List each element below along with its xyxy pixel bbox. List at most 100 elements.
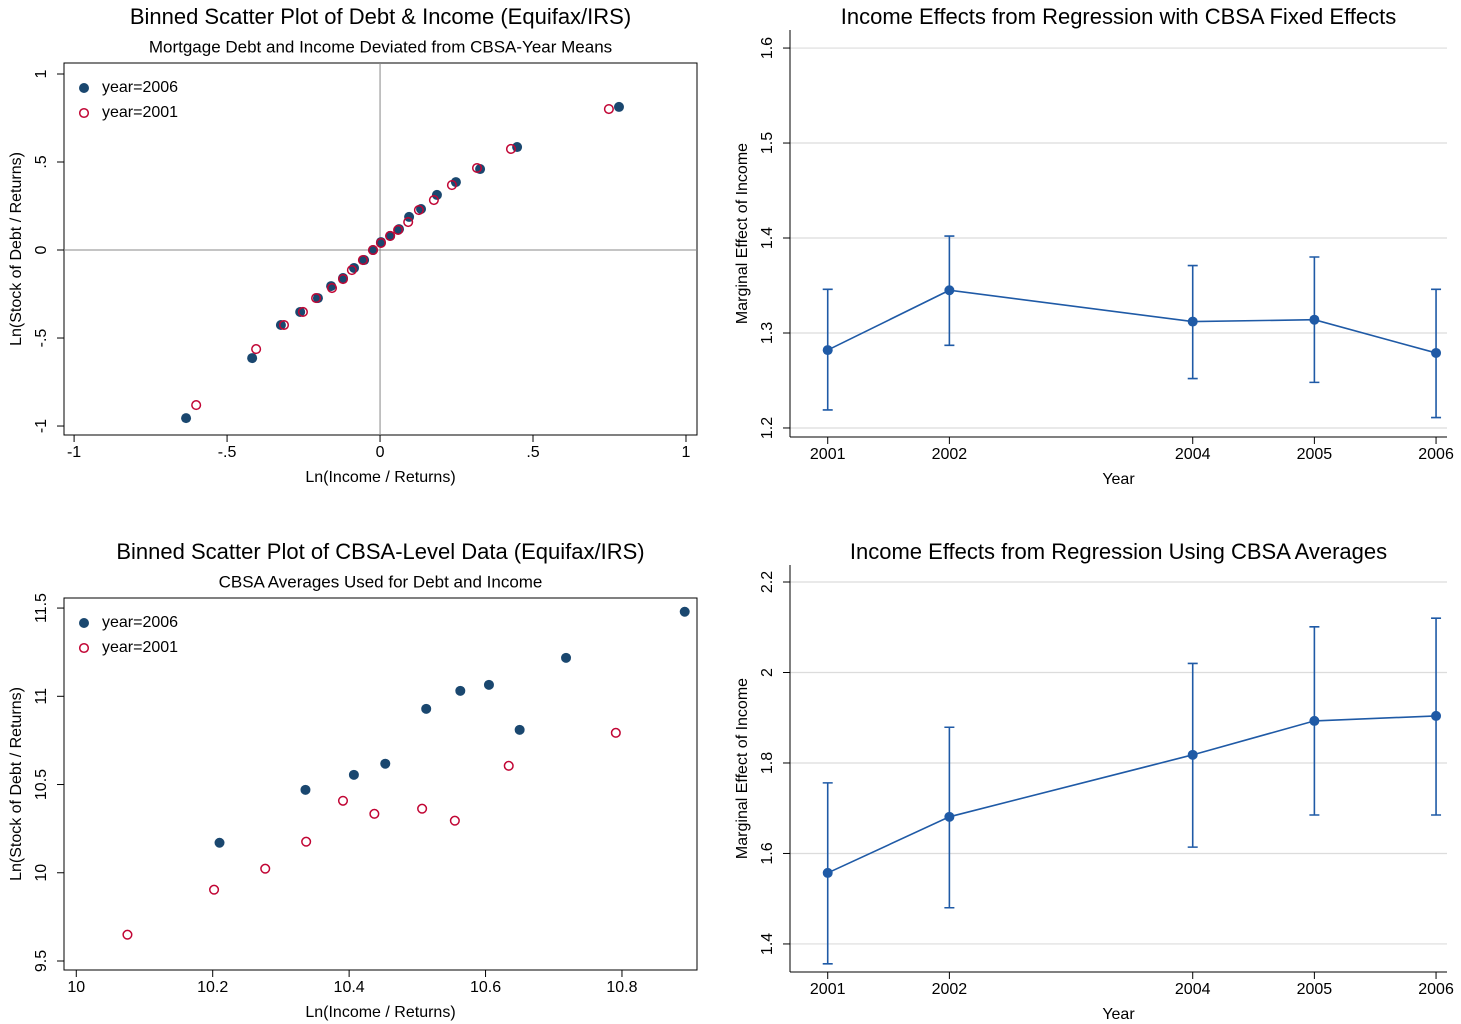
x-tick-label: 10.2 — [197, 979, 228, 996]
point — [300, 784, 311, 795]
point — [613, 101, 624, 112]
x-tick-label: -1 — [67, 444, 81, 461]
y-tick-label: -.5 — [33, 329, 50, 348]
y-axis-label: Ln(Stock of Debt / Returns) — [8, 152, 25, 346]
x-tick-label: 2005 — [1297, 446, 1333, 463]
y-axis-label: Ln(Stock of Debt / Returns) — [8, 687, 25, 881]
x-tick-label: 2002 — [932, 981, 968, 998]
point — [337, 795, 349, 806]
chart-title: Income Effects from Regression Using CBS… — [850, 539, 1387, 564]
point — [679, 606, 690, 617]
plot-frame — [63, 597, 698, 971]
point — [822, 867, 833, 878]
x-tick-label: 0 — [376, 444, 385, 461]
point — [512, 142, 523, 153]
point — [122, 929, 133, 940]
point — [375, 237, 387, 249]
point — [278, 319, 290, 331]
point — [209, 884, 220, 895]
point — [181, 413, 192, 424]
x-tick-label: 10.8 — [606, 979, 637, 996]
x-tick-label: 2005 — [1297, 981, 1333, 998]
point — [385, 230, 396, 241]
point — [380, 758, 391, 769]
line — [827, 715, 1437, 874]
point — [367, 244, 379, 256]
y-tick-label: 2 — [759, 668, 776, 677]
point — [822, 345, 833, 356]
chart-title: Income Effects from Regression with CBSA… — [841, 4, 1397, 29]
point — [944, 811, 955, 822]
y-tick-label: 11.5 — [33, 593, 50, 623]
point — [385, 230, 396, 241]
y-tick-label: 1.6 — [759, 37, 776, 59]
point — [431, 189, 442, 200]
y-tick-label: 1 — [33, 69, 50, 78]
point — [421, 703, 432, 714]
point — [346, 265, 357, 276]
x-tick-label: 2002 — [932, 446, 968, 463]
point — [1431, 710, 1442, 721]
legend-label: year=2001 — [102, 104, 178, 121]
point — [610, 727, 621, 738]
legend-marker — [79, 83, 89, 93]
point — [944, 285, 955, 296]
y-tick-label: 1.3 — [759, 322, 776, 344]
x-tick-label: 1 — [682, 444, 691, 461]
y-tick-label: .5 — [33, 155, 50, 168]
y-tick-label: 10.5 — [33, 769, 50, 800]
x-tick-label: 2004 — [1175, 981, 1211, 998]
point — [348, 769, 359, 780]
x-axis-label: Ln(Income / Returns) — [305, 1004, 455, 1021]
x-tick-label: 2001 — [810, 981, 846, 998]
point — [417, 803, 428, 814]
x-tick-label: .5 — [526, 444, 539, 461]
y-tick-label: 11 — [33, 688, 50, 705]
x-tick-label: 10.6 — [470, 979, 501, 996]
legend-marker — [78, 642, 90, 654]
point — [326, 282, 338, 294]
point — [251, 344, 262, 355]
point — [357, 254, 368, 266]
x-tick-label: 2004 — [1175, 446, 1211, 463]
point — [449, 815, 460, 826]
y-tick-label: 1.8 — [759, 752, 776, 774]
point — [247, 353, 258, 364]
y-axis-label: Marginal Effect of Income — [734, 678, 751, 859]
point — [1309, 715, 1320, 726]
y-tick-label: 1.2 — [759, 417, 776, 439]
chart-subtitle: Mortgage Debt and Income Deviated from C… — [149, 37, 612, 56]
point — [311, 293, 322, 304]
y-tick-label: 9.5 — [33, 950, 50, 972]
point — [455, 685, 466, 696]
x-tick-label: 2006 — [1418, 981, 1454, 998]
legend-marker — [78, 107, 90, 119]
y-tick-label: 1.4 — [759, 933, 776, 955]
point — [297, 306, 308, 318]
y-tick-label: 0 — [33, 245, 50, 254]
x-axis-label: Year — [1102, 1006, 1135, 1023]
point — [413, 205, 424, 216]
y-axis-label: Marginal Effect of Income — [734, 143, 751, 324]
y-tick-label: 1.4 — [759, 227, 776, 249]
point — [471, 162, 483, 174]
point — [295, 306, 306, 317]
y-tick-label: 10 — [33, 864, 50, 882]
legend-label: year=2006 — [102, 79, 178, 96]
x-tick-label: 10.4 — [334, 979, 365, 996]
point — [561, 652, 572, 663]
x-tick-label: 10 — [67, 979, 85, 996]
legend-marker — [79, 618, 89, 628]
chart-title: Binned Scatter Plot of Debt & Income (Eq… — [130, 4, 631, 29]
legend-label: year=2001 — [102, 639, 178, 656]
point — [275, 319, 286, 330]
point — [1431, 347, 1442, 358]
point — [393, 224, 404, 235]
point — [349, 262, 360, 273]
x-tick-label: 2001 — [810, 446, 846, 463]
point — [1309, 314, 1320, 325]
y-tick-label: -1 — [33, 419, 50, 433]
y-tick-label: 2.2 — [759, 571, 776, 593]
